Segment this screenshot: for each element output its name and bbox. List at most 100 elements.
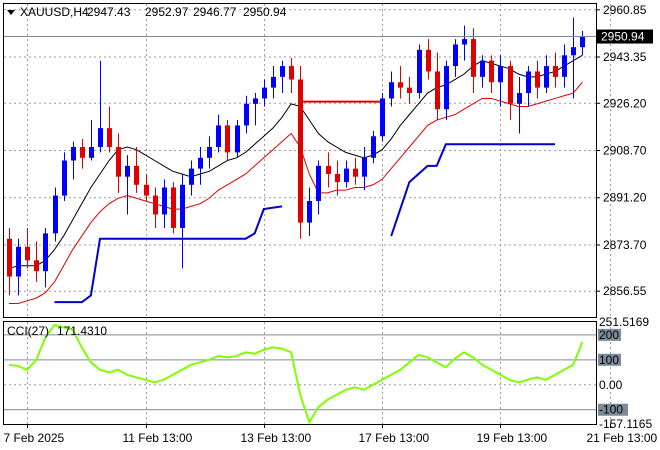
candle[interactable] [225, 120, 230, 161]
candle[interactable] [553, 52, 558, 88]
candle[interactable] [262, 79, 267, 107]
cci-tick-label: 100 [599, 353, 619, 367]
current-price-label: 2950.94 [601, 30, 645, 44]
candle-body [480, 60, 485, 77]
candle[interactable] [235, 120, 240, 158]
candle[interactable] [580, 30, 585, 56]
candle[interactable] [417, 44, 422, 99]
price-tick-label: 2960.85 [603, 3, 647, 17]
candle[interactable] [498, 55, 503, 107]
candle[interactable] [107, 106, 112, 153]
cci-levels [4, 334, 596, 411]
candle[interactable] [562, 44, 567, 88]
candle[interactable] [444, 60, 449, 121]
candle[interactable] [389, 71, 394, 107]
candle[interactable] [326, 152, 331, 188]
candle[interactable] [407, 76, 412, 104]
candle[interactable] [426, 39, 431, 80]
cci-value: 171.4310 [57, 324, 107, 338]
candle[interactable] [517, 76, 522, 134]
cci-tick-label: -100 [599, 403, 623, 417]
candle-body [462, 39, 467, 45]
price-tick-label: 2873.70 [603, 238, 647, 252]
candle-body [16, 246, 21, 277]
candle-body [125, 165, 130, 177]
candle[interactable] [271, 66, 276, 99]
candle[interactable] [398, 66, 403, 99]
candle[interactable] [198, 147, 203, 185]
ohlc-close: 2950.94 [243, 5, 287, 19]
candle-body [198, 157, 203, 169]
candle[interactable] [80, 138, 85, 169]
candle[interactable] [89, 120, 94, 161]
candle[interactable] [153, 187, 158, 228]
candle[interactable] [116, 133, 121, 193]
candle[interactable] [380, 93, 385, 142]
candle[interactable] [289, 57, 294, 94]
candle[interactable] [125, 155, 130, 215]
time-tick-label: 21 Feb 13:00 [587, 431, 658, 445]
candle[interactable] [480, 55, 485, 88]
candle[interactable] [71, 141, 76, 180]
candle[interactable] [43, 227, 48, 288]
candle-body [180, 184, 185, 228]
price-tick-label: 2908.70 [603, 144, 647, 158]
candle[interactable] [162, 179, 167, 228]
candle[interactable] [489, 55, 494, 94]
candle[interactable] [180, 173, 185, 269]
candle-body [489, 60, 494, 83]
candle-body [134, 165, 139, 185]
ohlc-open: 2947.43 [87, 5, 131, 19]
time-tick-label: 19 Feb 13:00 [477, 431, 548, 445]
candle[interactable] [535, 60, 540, 99]
candle[interactable] [316, 160, 321, 215]
candle[interactable] [307, 187, 312, 237]
candle[interactable] [362, 147, 367, 191]
cci-level-badge [598, 328, 621, 341]
candle-body [553, 66, 558, 77]
candle-body [153, 195, 158, 215]
candle-body [562, 55, 567, 77]
ohlc-low: 2946.77 [193, 5, 237, 19]
candle[interactable] [298, 66, 303, 239]
candle[interactable] [171, 182, 176, 234]
candle[interactable] [189, 160, 194, 196]
candle[interactable] [462, 25, 467, 61]
candle[interactable] [16, 238, 21, 296]
candle[interactable] [371, 130, 376, 164]
candle[interactable] [335, 160, 340, 196]
candle-body [426, 49, 431, 72]
candle[interactable] [508, 60, 513, 121]
candle[interactable] [471, 28, 476, 94]
candle-body [271, 76, 276, 88]
symbol-menu-triangle-icon[interactable] [7, 10, 15, 15]
candle-body [580, 36, 585, 48]
candle-body [244, 103, 249, 126]
candle[interactable] [62, 152, 67, 201]
candle[interactable] [435, 52, 440, 121]
candle[interactable] [526, 66, 531, 107]
candle[interactable] [144, 173, 149, 201]
candle-body [43, 233, 48, 272]
candle[interactable] [216, 114, 221, 153]
candle[interactable] [353, 157, 358, 185]
candle[interactable] [344, 160, 349, 188]
candle[interactable] [7, 227, 12, 296]
candle[interactable] [544, 55, 549, 94]
candle[interactable] [453, 39, 458, 77]
candle[interactable] [244, 95, 249, 134]
candle[interactable] [280, 60, 285, 94]
candle-body [71, 147, 76, 161]
candle[interactable] [25, 227, 30, 269]
symbol-label: XAUUSD,H4 [20, 5, 89, 19]
candle[interactable] [98, 60, 103, 153]
candle[interactable] [34, 241, 39, 282]
time-tick-label: 17 Feb 13:00 [359, 431, 430, 445]
candlesticks[interactable] [7, 17, 585, 296]
candle[interactable] [134, 147, 139, 193]
candle[interactable] [571, 17, 576, 99]
candle[interactable] [253, 93, 258, 126]
candle[interactable] [207, 136, 212, 169]
candle[interactable] [53, 187, 58, 242]
